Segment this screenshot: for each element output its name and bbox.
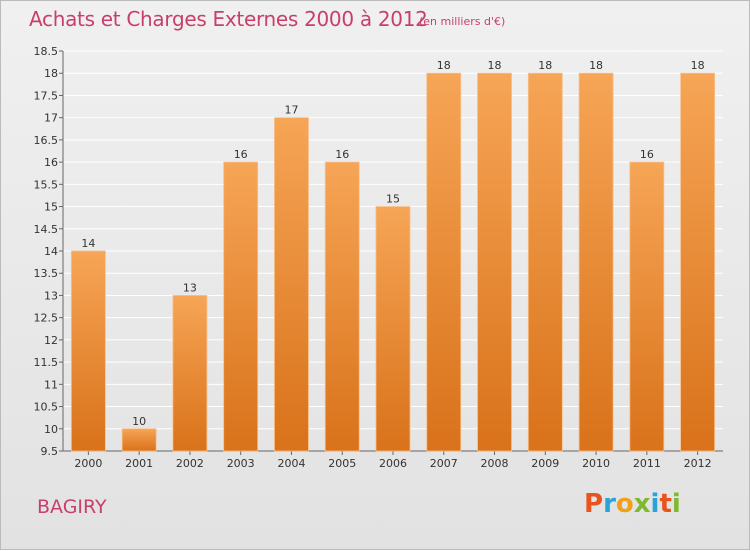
logo-letter: o bbox=[615, 489, 634, 519]
x-tick-label: 2010 bbox=[582, 457, 610, 470]
bar bbox=[172, 295, 208, 452]
bar-value-label: 13 bbox=[183, 281, 197, 294]
bars-layer bbox=[70, 72, 716, 452]
bar bbox=[426, 72, 462, 452]
logo-letter: i bbox=[671, 489, 681, 519]
bar-value-label: 16 bbox=[234, 148, 248, 161]
logo-letter: P bbox=[584, 489, 604, 519]
x-tick-label: 2012 bbox=[684, 457, 712, 470]
bar bbox=[578, 72, 614, 452]
bar bbox=[375, 206, 411, 452]
x-tick-label: 2006 bbox=[379, 457, 407, 470]
bar-value-label: 16 bbox=[335, 148, 349, 161]
y-tick-label: 14 bbox=[44, 245, 58, 258]
y-tick-label: 10 bbox=[44, 423, 58, 436]
x-tick-label: 2007 bbox=[430, 457, 458, 470]
y-tick-label: 18.5 bbox=[34, 45, 59, 58]
bar bbox=[121, 428, 157, 452]
bar-value-label: 18 bbox=[691, 59, 705, 72]
y-tick-label: 15.5 bbox=[34, 178, 59, 191]
logo-letter: t bbox=[659, 489, 672, 519]
bar-value-label: 14 bbox=[81, 237, 95, 250]
x-tick-label: 2003 bbox=[227, 457, 255, 470]
y-tick-label: 17 bbox=[44, 112, 58, 125]
x-tick-label: 2001 bbox=[125, 457, 153, 470]
bar-value-label: 18 bbox=[589, 59, 603, 72]
logo-letter: r bbox=[603, 489, 616, 519]
bar bbox=[70, 250, 106, 452]
bar bbox=[274, 117, 309, 452]
logo-letter: x bbox=[633, 489, 651, 519]
labels-layer: 14 10 13 16 17 16 15 18 18 18 18 16 18 bbox=[81, 59, 704, 428]
y-tick-label: 12 bbox=[44, 334, 58, 347]
bar bbox=[223, 161, 259, 452]
bar-value-label: 15 bbox=[386, 193, 400, 206]
proxiti-logo[interactable]: Proxiti bbox=[584, 489, 681, 519]
y-tick-label: 13.5 bbox=[34, 267, 59, 280]
y-tick-label: 18 bbox=[44, 67, 58, 80]
y-tick-label: 16.5 bbox=[34, 134, 59, 147]
x-tick-label: 2004 bbox=[277, 457, 305, 470]
y-tick-label: 16 bbox=[44, 156, 58, 169]
bar bbox=[629, 161, 665, 452]
logo-letter: i bbox=[650, 489, 660, 519]
y-tick-label: 11 bbox=[44, 378, 58, 391]
chart-title: Achats et Charges Externes 2000 à 2012 bbox=[29, 7, 428, 31]
place-name: BAGIRY bbox=[37, 496, 107, 518]
y-tick-label: 15 bbox=[44, 201, 58, 214]
y-tick-label: 13 bbox=[44, 289, 58, 302]
y-tick-label: 9.5 bbox=[41, 445, 59, 458]
chart-subtitle: (en milliers d'€) bbox=[419, 15, 506, 28]
x-tick-label: 2011 bbox=[633, 457, 661, 470]
axis-layer: 9.5 10 10.5 11 11.5 12 12.5 13 13.5 14 14.5 15 15.5 1… bbox=[34, 45, 723, 470]
y-tick-label: 11.5 bbox=[34, 356, 59, 369]
x-tick-label: 2002 bbox=[176, 457, 204, 470]
bar bbox=[527, 72, 563, 452]
y-tick-label: 12.5 bbox=[34, 312, 59, 325]
y-tick-label: 10.5 bbox=[34, 401, 59, 414]
x-tick-label: 2008 bbox=[481, 457, 509, 470]
x-tick-label: 2000 bbox=[74, 457, 102, 470]
bar-value-label: 18 bbox=[538, 59, 552, 72]
y-tick-label: 17.5 bbox=[34, 89, 59, 102]
x-tick-label: 2009 bbox=[531, 457, 559, 470]
bar bbox=[477, 72, 512, 452]
bar-value-label: 10 bbox=[132, 415, 146, 428]
bar-value-label: 16 bbox=[640, 148, 654, 161]
bar-value-label: 17 bbox=[284, 104, 298, 117]
y-tick-label: 14.5 bbox=[34, 223, 59, 236]
bar bbox=[324, 161, 360, 452]
bar bbox=[680, 72, 716, 452]
x-tick-label: 2005 bbox=[328, 457, 356, 470]
bar-value-label: 18 bbox=[437, 59, 451, 72]
bar-value-label: 18 bbox=[488, 59, 502, 72]
